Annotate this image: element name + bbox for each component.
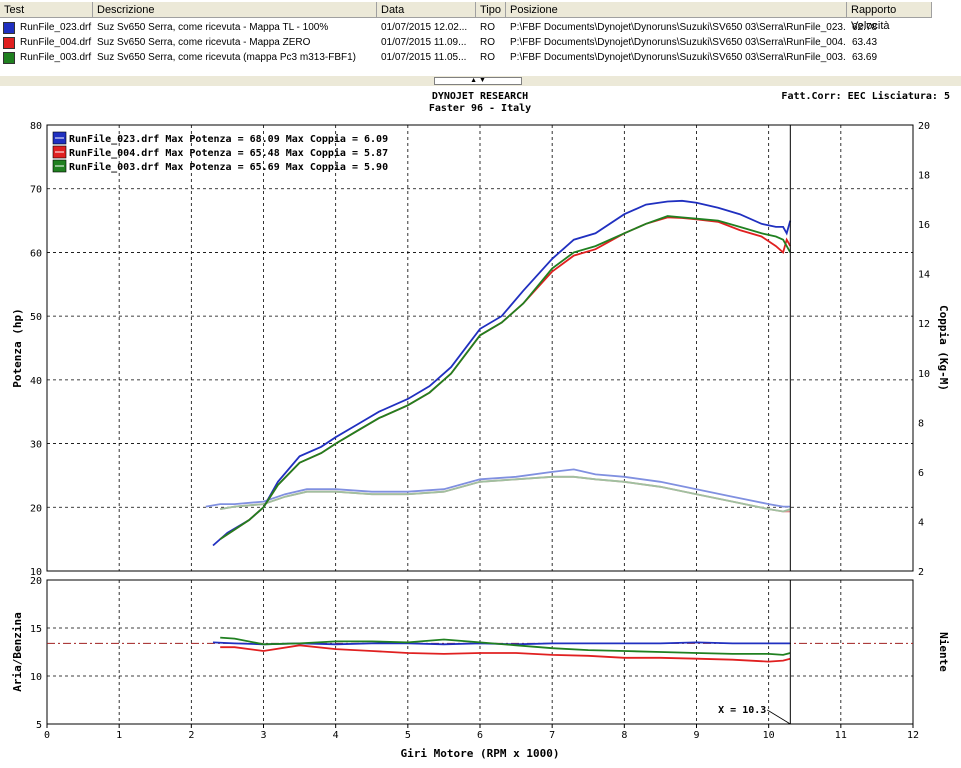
y-tick-label-right: 4 <box>918 517 924 528</box>
x-tick-label: 1 <box>116 730 122 741</box>
row-desc: Suz Sv650 Serra, come ricevuta (mappa Pc… <box>97 52 356 63</box>
y-tick-label-right: 2 <box>918 567 924 578</box>
col-header-descrizione[interactable]: Descrizione <box>93 2 377 18</box>
y-axis-label-afr: Aria/Benzina <box>11 612 24 691</box>
row-test: RunFile_023.drf <box>20 22 92 33</box>
col-header-tipo[interactable]: Tipo <box>476 2 506 18</box>
x-tick-label: 0 <box>44 730 50 741</box>
y-tick-label-right: 18 <box>918 171 930 182</box>
chart-title: DYNOJET RESEARCH <box>432 91 528 102</box>
cursor-readout: X = 10.3 <box>718 705 766 716</box>
power-series-line <box>219 215 792 540</box>
x-tick-label: 6 <box>477 730 483 741</box>
row-date: 01/07/2015 12.02... <box>381 22 468 33</box>
afr-series-line <box>220 636 791 656</box>
x-tick-label: 10 <box>763 730 775 741</box>
y-axis-label-right: Coppia (Kg-M) <box>937 305 950 391</box>
run-color-swatch <box>3 22 15 34</box>
splitter-toggle-button[interactable]: ▲ ▼ <box>434 77 522 85</box>
col-header-data[interactable]: Data <box>377 2 476 18</box>
row-test: RunFile_003.drf <box>20 52 92 63</box>
row-pos: P:\FBF Documents\Dynojet\Dynoruns\Suzuki… <box>510 37 845 48</box>
row-pos: P:\FBF Documents\Dynojet\Dynoruns\Suzuki… <box>510 22 845 33</box>
x-tick-label: 11 <box>835 730 847 741</box>
dyno-chart: DYNOJET RESEARCH Faster 96 - Italy Fatt.… <box>0 86 961 768</box>
y-tick-label-right: 6 <box>918 468 924 479</box>
x-tick-label: 12 <box>907 730 919 741</box>
row-ratio: 63.43 <box>852 37 878 48</box>
afr-series-line <box>220 644 791 663</box>
x-tick-label: 7 <box>549 730 555 741</box>
y-tick-label-afr: 5 <box>36 720 42 731</box>
chart-subtitle: Faster 96 - Italy <box>429 103 531 114</box>
row-date: 01/07/2015 11.05... <box>381 52 467 63</box>
y-tick-label-right: 10 <box>918 369 930 380</box>
y-tick-label-left: 40 <box>30 376 42 387</box>
row-pos: P:\FBF Documents\Dynojet\Dynoruns\Suzuki… <box>510 52 845 63</box>
y-tick-label-right: 12 <box>918 319 930 330</box>
row-tipo: RO <box>480 52 495 63</box>
cursor-readout-leader <box>767 709 791 725</box>
y-tick-label-right: 20 <box>918 121 930 132</box>
x-tick-label: 3 <box>260 730 266 741</box>
row-tipo: RO <box>480 22 495 33</box>
power-series-line <box>212 199 792 547</box>
table-row[interactable]: RunFile_004.drf Suz Sv650 Serra, come ri… <box>0 36 961 50</box>
run-color-swatch <box>3 52 15 64</box>
row-date: 01/07/2015 11.09... <box>381 37 467 48</box>
y-tick-label-left: 20 <box>30 503 42 514</box>
row-desc: Suz Sv650 Serra, come ricevuta - Mappa T… <box>97 22 329 33</box>
y-tick-label-right: 14 <box>918 270 930 281</box>
y-tick-label-afr: 15 <box>30 624 42 635</box>
col-header-posizione[interactable]: Posizione <box>506 2 847 18</box>
legend-entry: RunFile_003.drf Max Potenza = 65.69 Max … <box>69 161 388 173</box>
run-list-table: Test Descrizione Data Tipo Posizione Rap… <box>0 0 961 77</box>
col-header-test[interactable]: Test <box>0 2 93 18</box>
x-tick-label: 9 <box>693 730 699 741</box>
legend-entry: RunFile_004.drf Max Potenza = 65.48 Max … <box>69 147 388 159</box>
y-tick-label-afr: 10 <box>30 672 42 683</box>
x-tick-label: 2 <box>188 730 194 741</box>
power-torque-panel: 10 20 30 40 50 60 70 80 2 4 6 8 10 12 14 16 18 20 Potenza … <box>11 121 950 578</box>
row-tipo: RO <box>480 37 495 48</box>
y-tick-label-afr: 20 <box>30 576 42 587</box>
row-ratio: 62.78 <box>852 22 878 33</box>
y-axis-label-niente: Niente <box>937 632 950 672</box>
col-header-rapporto[interactable]: Rapporto Velocità <box>847 2 932 32</box>
run-color-swatch <box>3 37 15 49</box>
y-tick-label-right: 16 <box>918 220 930 231</box>
y-tick-label-left: 80 <box>30 121 42 132</box>
x-tick-label: 8 <box>621 730 627 741</box>
y-tick-label-left: 30 <box>30 440 42 451</box>
x-axis-label: Giri Motore (RPM x 1000) <box>401 747 560 760</box>
y-tick-label-left: 10 <box>30 567 42 578</box>
y-tick-label-left: 60 <box>30 248 42 259</box>
torque-series-line <box>205 468 791 508</box>
table-row[interactable]: RunFile_003.drf Suz Sv650 Serra, come ri… <box>0 51 961 65</box>
row-ratio: 63.69 <box>852 52 878 63</box>
x-tick-label: 4 <box>333 730 339 741</box>
legend-entry: RunFile_023.drf Max Potenza = 68.09 Max … <box>69 133 388 145</box>
y-tick-label-right: 8 <box>918 418 924 429</box>
row-desc: Suz Sv650 Serra, come ricevuta - Mappa Z… <box>97 37 311 48</box>
y-tick-label-left: 50 <box>30 312 42 323</box>
row-test: RunFile_004.drf <box>20 37 92 48</box>
x-tick-label: 5 <box>405 730 411 741</box>
table-row[interactable]: RunFile_023.drf Suz Sv650 Serra, come ri… <box>0 21 961 35</box>
chart-info: Fatt.Corr: EEC Lisciatura: 5 <box>781 90 950 102</box>
y-axis-label-left: Potenza (hp) <box>11 308 24 387</box>
torque-series-line <box>220 475 791 513</box>
y-tick-label-left: 70 <box>30 185 42 196</box>
